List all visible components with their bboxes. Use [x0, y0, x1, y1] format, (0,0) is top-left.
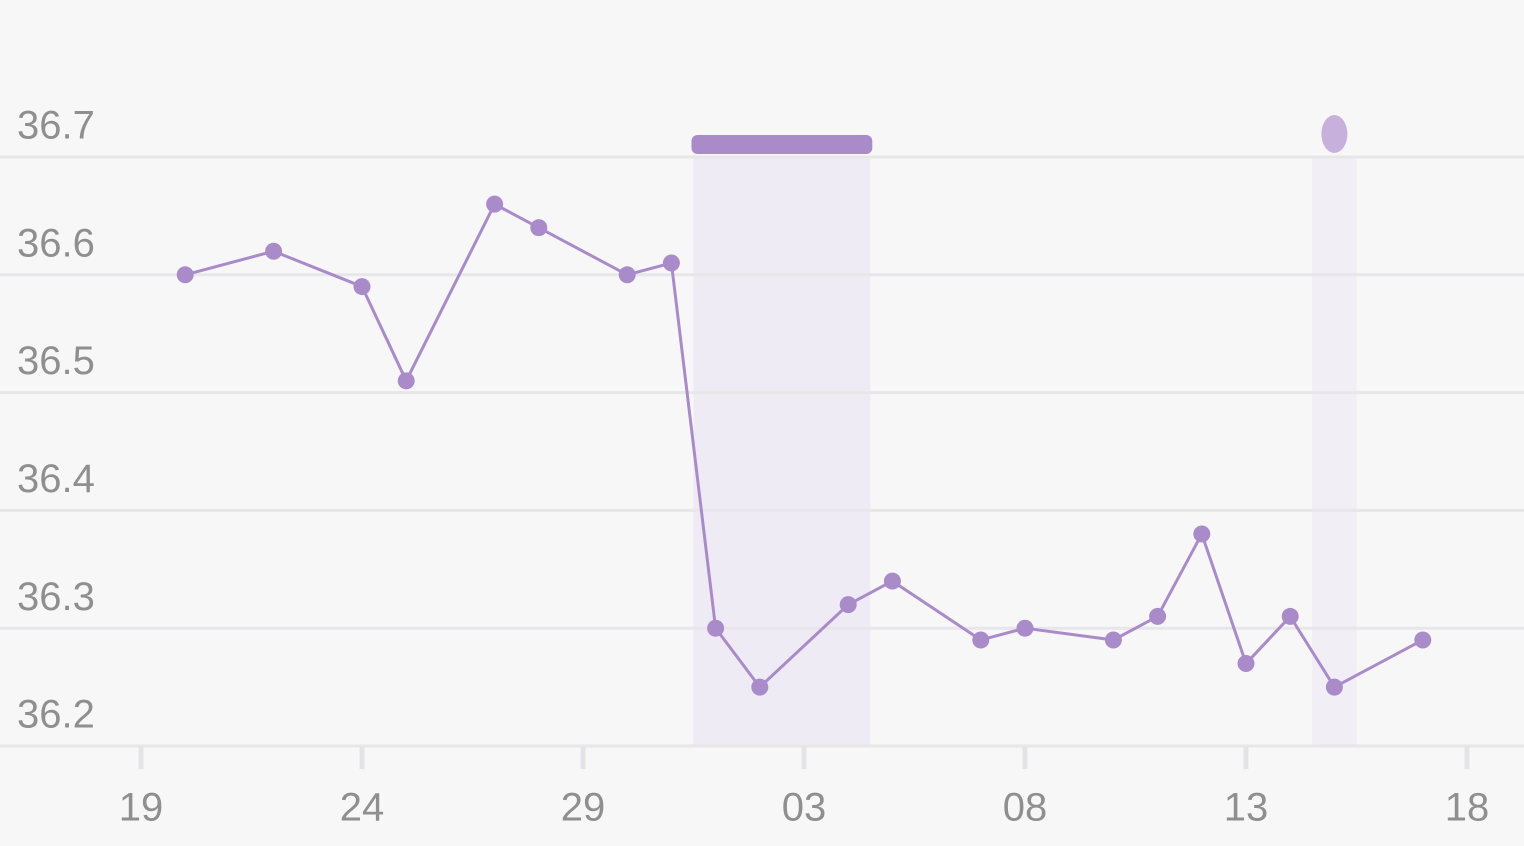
x-tick-label: 29: [561, 786, 606, 830]
point: [1016, 619, 1034, 637]
point: [1325, 678, 1343, 696]
point: [353, 278, 371, 296]
point: [751, 678, 769, 696]
x-tick-label: 19: [119, 786, 164, 830]
point: [1193, 525, 1211, 543]
point: [265, 242, 283, 260]
point: [1237, 655, 1255, 673]
point: [530, 219, 548, 237]
point: [1414, 631, 1432, 649]
shaded-range: [693, 157, 871, 746]
point: [707, 619, 725, 637]
point: [397, 372, 415, 390]
y-tick-label: 36.3: [17, 575, 95, 619]
y-tick-label: 36.5: [17, 339, 95, 383]
range-marker: [1321, 115, 1348, 153]
x-tick-label: 13: [1224, 786, 1269, 830]
point: [839, 596, 857, 614]
y-tick-label: 36.6: [17, 221, 95, 265]
point: [883, 572, 901, 590]
point: [176, 266, 194, 284]
point: [618, 266, 636, 284]
range-marker: [691, 135, 873, 154]
point: [1149, 607, 1167, 625]
x-tick-label: 18: [1445, 786, 1490, 830]
y-tick-label: 36.7: [17, 104, 95, 148]
y-tick-label: 36.2: [17, 693, 95, 737]
x-tick-label: 08: [1003, 786, 1048, 830]
y-tick-label: 36.4: [17, 457, 95, 501]
x-tick-label: 24: [340, 786, 385, 830]
point: [1281, 607, 1299, 625]
point: [1104, 631, 1122, 649]
x-tick-label: 03: [782, 786, 827, 830]
point: [486, 195, 504, 213]
shaded-range: [1312, 157, 1357, 746]
point: [662, 254, 680, 272]
point: [972, 631, 990, 649]
